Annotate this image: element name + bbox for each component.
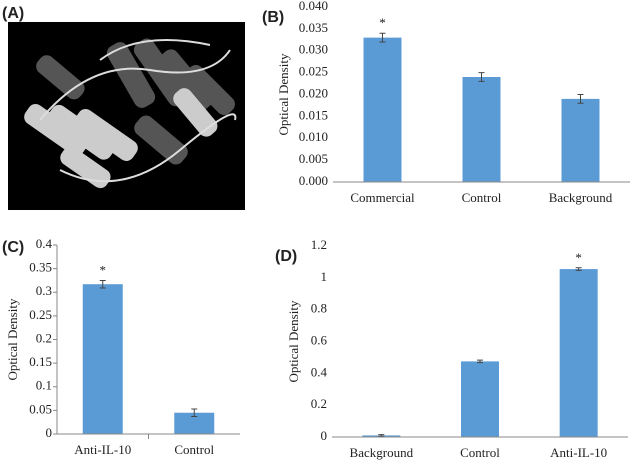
panel-label: (A) [2, 5, 24, 22]
y-tick-label: 1.2 [311, 237, 327, 252]
significance-label: * [575, 250, 582, 265]
significance-label: * [100, 262, 107, 277]
y-tick-label: 0.05 [29, 401, 52, 416]
x-tick-label: Commercial [350, 190, 415, 205]
error-bar [379, 32, 386, 43]
y-tick-label: 0 [321, 428, 328, 443]
x-tick-label: Background [549, 190, 613, 205]
significance-label: * [379, 15, 386, 30]
y-tick-label: 0.3 [36, 283, 52, 298]
y-tick-label: 1 [321, 269, 328, 284]
error-bar [575, 267, 582, 271]
y-tick-label: 0.015 [299, 107, 328, 122]
protein-image [8, 22, 245, 210]
panel-label: (B) [262, 9, 284, 26]
error-bar [191, 408, 198, 418]
bar [82, 284, 123, 434]
y-tick-label: 0.040 [299, 0, 328, 13]
panel-label: (D) [275, 248, 297, 265]
y-tick-label: 0.25 [29, 307, 52, 322]
y-tick-label: 0.025 [299, 64, 328, 79]
error-bar [99, 279, 106, 289]
y-axis-title: Optical Density [276, 53, 291, 135]
panel-label: (C) [2, 239, 24, 256]
bar [561, 98, 600, 182]
error-bar [577, 94, 584, 104]
x-tick-label: Background [350, 445, 414, 460]
error-bar [378, 434, 385, 437]
bar [174, 412, 215, 434]
y-tick-label: 0.6 [311, 332, 328, 347]
y-axis-title: Optical Density [5, 298, 20, 380]
y-tick-label: 0.005 [299, 151, 328, 166]
x-tick-label: Anti-IL-10 [550, 445, 607, 460]
bar [462, 77, 501, 182]
y-tick-label: 0.2 [36, 330, 52, 345]
x-tick-label: Control [460, 445, 500, 460]
bar [559, 269, 598, 437]
x-tick-label: Control [174, 442, 214, 457]
bar [461, 361, 499, 437]
y-tick-label: 0.2 [311, 396, 327, 411]
bar [363, 37, 402, 182]
x-tick-label: Control [462, 190, 502, 205]
y-tick-label: 0.15 [29, 354, 52, 369]
y-tick-label: 0.010 [299, 129, 328, 144]
error-bar [478, 72, 485, 82]
y-tick-label: 0.1 [36, 378, 52, 393]
y-tick-label: 0 [46, 425, 53, 440]
x-tick-label: Anti-IL-10 [74, 442, 131, 457]
y-tick-label: 0.035 [299, 20, 328, 35]
y-tick-label: 0.8 [311, 301, 327, 316]
y-tick-label: 0.030 [299, 42, 328, 57]
y-tick-label: 0.020 [299, 85, 328, 100]
y-tick-label: 0.35 [29, 260, 52, 275]
error-bar [477, 359, 483, 364]
y-tick-label: 0.4 [36, 236, 53, 251]
y-tick-label: 0.4 [311, 364, 328, 379]
y-axis-title: Optical Density [286, 300, 301, 382]
y-tick-label: 0.000 [299, 173, 328, 188]
